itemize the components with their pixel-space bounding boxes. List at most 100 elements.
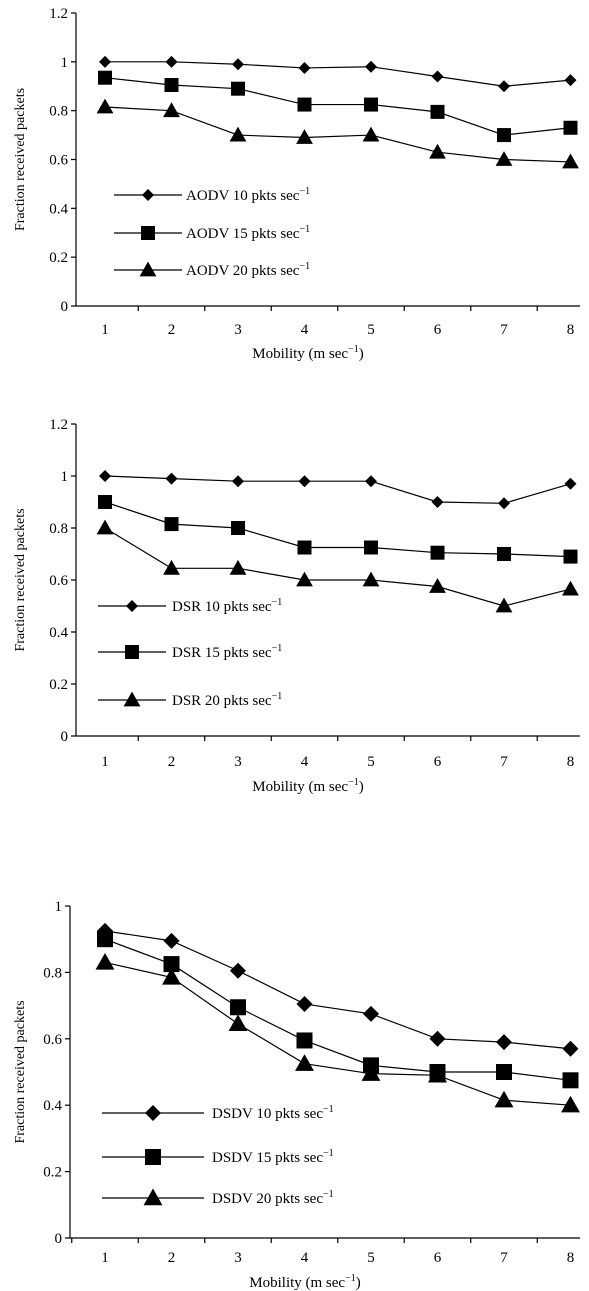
legend-entry: DSDV 10 pkts sec−1 bbox=[102, 1104, 334, 1122]
x-tick-label: 8 bbox=[567, 1250, 575, 1266]
legend-marker-triangle bbox=[139, 261, 157, 277]
y-tick-label: 0.2 bbox=[49, 677, 68, 693]
series-line bbox=[104, 938, 571, 1081]
data-point-triangle bbox=[562, 153, 579, 169]
series-diamond bbox=[99, 470, 577, 510]
data-point-diamond bbox=[296, 995, 313, 1012]
data-point-diamond bbox=[562, 1040, 579, 1057]
x-tick-label: 2 bbox=[168, 1250, 176, 1266]
legend-label: DSDV 10 pkts sec−1 bbox=[212, 1104, 334, 1122]
data-point-triangle bbox=[162, 967, 181, 985]
data-point-triangle bbox=[96, 98, 114, 114]
y-tick-label: 0.4 bbox=[43, 1098, 62, 1114]
series-line bbox=[105, 61, 571, 87]
y-tick-label: 0 bbox=[61, 299, 69, 315]
data-point-square bbox=[164, 517, 179, 532]
data-point-triangle bbox=[95, 952, 115, 970]
legend-marker-square bbox=[141, 226, 155, 240]
data-point-square bbox=[163, 956, 180, 973]
x-tick-label: 5 bbox=[367, 754, 375, 770]
data-point-triangle bbox=[96, 519, 114, 535]
y-tick-label: 0.8 bbox=[49, 521, 68, 537]
data-point-triangle bbox=[163, 559, 180, 575]
legend-label: DSR 20 pkts sec−1 bbox=[172, 691, 282, 709]
legend-label: DSR 10 pkts sec−1 bbox=[172, 597, 282, 615]
data-point-diamond bbox=[429, 1030, 446, 1047]
y-tick-label: 1.2 bbox=[49, 6, 68, 22]
x-tick-label: 3 bbox=[234, 1250, 242, 1266]
x-tick-label: 2 bbox=[168, 322, 176, 338]
data-point-triangle bbox=[495, 597, 513, 613]
legend-entry: DSDV 15 pkts sec−1 bbox=[102, 1148, 334, 1166]
y-axis-label: Fraction received packets bbox=[13, 1000, 28, 1143]
series-square bbox=[98, 70, 578, 143]
legend-label: AODV 10 pkts sec−1 bbox=[186, 186, 310, 204]
data-point-square bbox=[98, 70, 112, 85]
y-axis-label: Fraction received packets bbox=[13, 508, 28, 651]
series-line bbox=[104, 930, 571, 1050]
series-diamond bbox=[99, 55, 577, 93]
x-tick-label: 1 bbox=[101, 322, 109, 338]
x-tick-label: 6 bbox=[434, 754, 442, 770]
series-triangle bbox=[95, 952, 580, 1113]
data-point-triangle bbox=[562, 580, 579, 596]
data-point-triangle bbox=[494, 1090, 514, 1108]
data-point-square bbox=[562, 1072, 579, 1089]
data-point-square bbox=[98, 495, 112, 509]
data-point-square bbox=[297, 97, 312, 112]
data-point-triangle bbox=[362, 571, 380, 587]
data-point-diamond bbox=[298, 61, 311, 74]
chart-panel-2: 0 0.2 0.4 0.6 0.8 1 1.2 1 2 3 4 5 6 7 8 Mobility (m sec… bbox=[13, 417, 580, 795]
legend-marker-diamond bbox=[142, 189, 154, 201]
x-tick-label: 5 bbox=[367, 322, 375, 338]
data-point-triangle bbox=[361, 1064, 381, 1081]
legend-label: DSDV 15 pkts sec−1 bbox=[212, 1148, 334, 1166]
series-diamond bbox=[97, 922, 579, 1057]
x-tick-label: 7 bbox=[500, 754, 508, 770]
data-point-diamond bbox=[163, 932, 180, 949]
data-point-diamond bbox=[165, 472, 178, 485]
data-point-square bbox=[296, 1032, 313, 1049]
data-point-square bbox=[497, 547, 511, 561]
x-tick-label: 1 bbox=[101, 754, 109, 770]
series-triangle bbox=[96, 98, 579, 169]
data-point-triangle bbox=[495, 151, 513, 166]
data-point-triangle bbox=[163, 102, 180, 118]
series-line bbox=[104, 77, 571, 136]
data-point-square bbox=[496, 1064, 512, 1080]
series-square bbox=[98, 495, 578, 564]
legend-entry: AODV 20 pkts sec−1 bbox=[114, 261, 310, 279]
legend-label: AODV 20 pkts sec−1 bbox=[186, 261, 310, 279]
series-square bbox=[97, 931, 579, 1089]
x-tick-label: 6 bbox=[434, 1250, 442, 1266]
data-point-square bbox=[231, 521, 245, 535]
legend-entry: AODV 15 pkts sec−1 bbox=[114, 224, 310, 242]
data-point-triangle bbox=[295, 1054, 314, 1071]
y-tick-label: 0.2 bbox=[49, 250, 68, 266]
series-line bbox=[104, 527, 571, 607]
data-point-square bbox=[563, 120, 578, 135]
y-tick-label: 1 bbox=[55, 899, 63, 915]
data-point-triangle bbox=[428, 1065, 447, 1083]
x-tick-label: 8 bbox=[567, 322, 575, 338]
legend-label: DSR 15 pkts sec−1 bbox=[172, 643, 282, 661]
data-point-triangle bbox=[229, 559, 247, 575]
legend-marker-triangle bbox=[143, 1188, 163, 1206]
y-tick-label: 0 bbox=[61, 729, 69, 745]
series-triangle bbox=[96, 519, 579, 613]
legend-label: DSDV 20 pkts sec−1 bbox=[212, 1189, 334, 1207]
data-point-square bbox=[430, 545, 445, 560]
legend-marker-square bbox=[125, 645, 139, 659]
data-point-square bbox=[231, 81, 245, 96]
x-axis-label: Mobility (m sec−1) bbox=[249, 1273, 360, 1291]
data-point-diamond bbox=[232, 475, 244, 488]
x-tick-label: 1 bbox=[101, 1250, 109, 1266]
x-tick-label: 3 bbox=[234, 322, 242, 338]
y-tick-label: 1 bbox=[61, 469, 69, 485]
series-line bbox=[104, 961, 571, 1106]
y-tick-label: 0.4 bbox=[49, 201, 68, 217]
data-point-square bbox=[430, 104, 445, 119]
x-tick-label: 6 bbox=[434, 322, 442, 338]
data-point-diamond bbox=[564, 74, 577, 87]
data-point-diamond bbox=[298, 475, 311, 488]
